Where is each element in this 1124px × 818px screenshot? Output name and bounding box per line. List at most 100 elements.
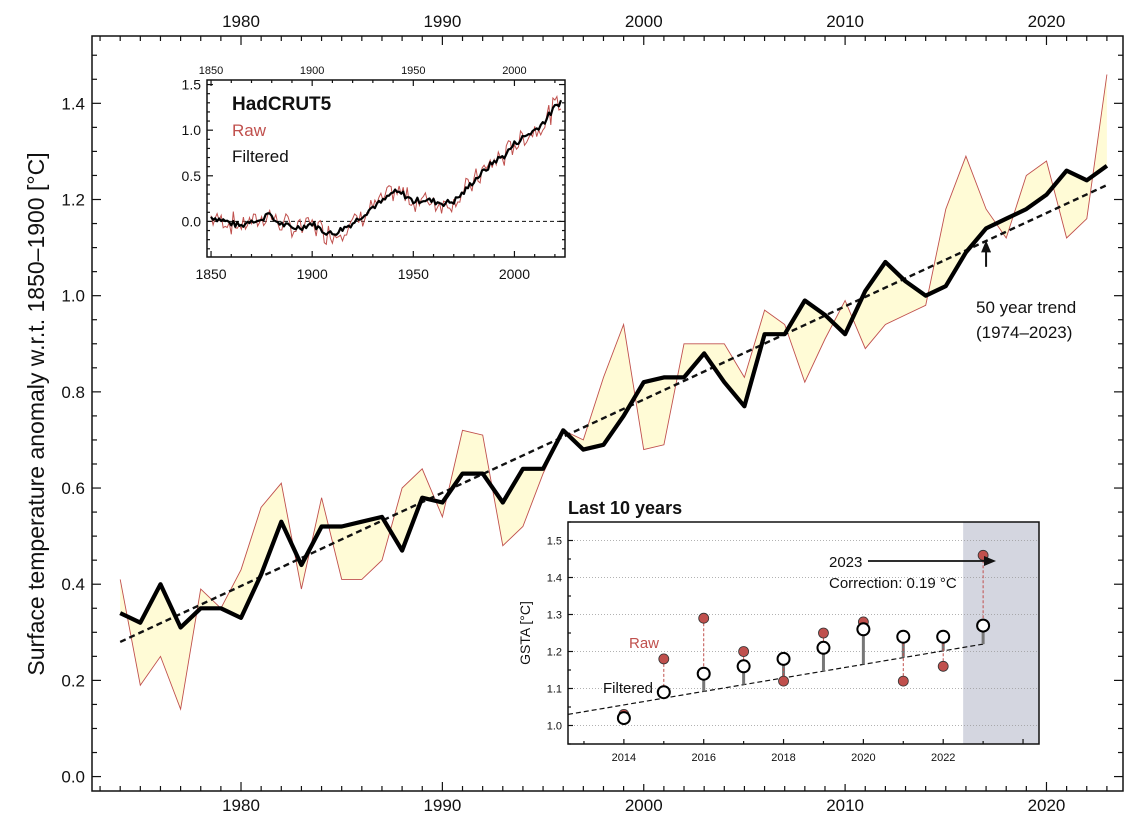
main-x-tick-label-bottom: 2000 xyxy=(625,796,663,813)
inset-last10-frame xyxy=(567,521,1040,745)
inset-hadcrut-raw-line xyxy=(210,94,562,246)
inset-hadcrut-x-tick-label-top: 1900 xyxy=(300,65,324,77)
main-y-tick-label: 1.2 xyxy=(61,191,85,210)
inset-last10-trend xyxy=(567,643,984,715)
inset-last10-y-tick-label: 1.4 xyxy=(547,573,562,585)
inset-last10-trend-line xyxy=(567,643,984,715)
main-fill-polygon xyxy=(120,74,1107,710)
main-x-tick-label-top: 1990 xyxy=(423,12,461,31)
inset-last10-x-tick-label: 2018 xyxy=(771,752,795,764)
main-trend xyxy=(119,183,1108,644)
inset-hadcrut-y-tick-label: 0.5 xyxy=(182,168,202,184)
inset-last10-filtered-point xyxy=(736,659,751,674)
inset-hadcrut-background xyxy=(207,80,565,257)
trend-annotation: 50 year trend (1974–2023) xyxy=(976,240,1076,342)
inset-hadcrut-y-tick-label: 1.0 xyxy=(182,122,202,138)
inset-hadcrut-axis-labels: 1850 1850 1900 1900 1950 1950 2000 2000 0.0 0.5 1.… xyxy=(182,65,531,282)
main-x-tick-label-bottom: 2010 xyxy=(826,796,864,813)
main-x-tick-label-top: 2010 xyxy=(826,12,864,31)
inset-last10-y-tick-label: 1.3 xyxy=(547,610,562,622)
main-x-tick-label-bottom: 2020 xyxy=(1028,796,1066,813)
trend-annotation-line2: (1974–2023) xyxy=(976,323,1072,342)
inset-last10-y-axis-label: GSTA [°C] xyxy=(517,601,533,665)
inset-last10-filtered-point xyxy=(776,651,791,666)
main-raw-line xyxy=(119,74,1108,711)
inset-hadcrut-y-tick-label: 1.5 xyxy=(182,77,202,93)
inset-last10-y-tick-label: 1.1 xyxy=(547,684,562,696)
inset-hadcrut-raw-series xyxy=(210,94,562,246)
main-plot-frame xyxy=(91,35,1124,792)
inset-last10-points xyxy=(616,549,991,726)
inset-hadcrut-title: HadCRUT5 xyxy=(232,94,332,115)
main-y-tick-label: 0.2 xyxy=(61,671,85,690)
inset-last10-filtered-point xyxy=(936,629,951,644)
inset-hadcrut-x-tick-label-bottom: 1950 xyxy=(398,266,429,282)
inset-last10-axis-labels: 1.0 1.1 1.2 1.3 1.4 1.5 2014 2016 2018 2020 2022 xyxy=(547,536,956,765)
inset-last10-x-tick-label: 2016 xyxy=(691,752,715,764)
inset-hadcrut-x-tick-label-top: 2000 xyxy=(502,65,526,77)
inset-last10-filtered-label: Filtered xyxy=(603,680,653,697)
main-y-tick-label: 1.4 xyxy=(61,94,85,113)
inset-last10-title: Last 10 years xyxy=(568,498,682,518)
inset-last10-raw-point xyxy=(698,612,710,624)
main-x-tick-label-bottom: 1980 xyxy=(222,796,260,813)
inset-last10-raw-point xyxy=(738,646,750,657)
inset-last10-raw-point xyxy=(897,675,909,687)
trend-arrowhead xyxy=(981,240,992,253)
main-trend-line xyxy=(119,183,1108,644)
inset-last10-y-tick-label: 1.5 xyxy=(547,536,562,548)
inset-last10-annotation-line1: 2023 xyxy=(829,554,862,571)
inset-last10-x-tick-label: 2014 xyxy=(612,752,636,764)
main-x-tick-label-top: 2000 xyxy=(625,12,663,31)
inset-last10-y-tick-label: 1.2 xyxy=(547,647,562,659)
inset-last10: 1.0 1.1 1.2 1.3 1.4 1.5 2014 2016 2018 2020 2022 L… xyxy=(517,490,1044,784)
trend-annotation-line1: 50 year trend xyxy=(976,298,1076,317)
inset-last10-filtered-point xyxy=(696,666,711,681)
main-y-tick-label: 0.6 xyxy=(61,479,85,498)
inset-last10-x-tick-label: 2020 xyxy=(851,752,875,764)
inset-last10-y-tick-label: 1.0 xyxy=(547,721,562,733)
main-x-tick-label-bottom: 1990 xyxy=(423,796,461,813)
inset-last10-filtered-point xyxy=(816,640,831,655)
main-x-tick-label-top: 1980 xyxy=(222,12,260,31)
main-y-axis-label: Surface temperature anomaly w.r.t. 1850–… xyxy=(23,152,49,675)
inset-hadcrut-x-tick-label-top: 1950 xyxy=(401,65,425,77)
inset-last10-grid xyxy=(568,521,1039,745)
inset-hadcrut-frame xyxy=(206,79,566,258)
inset-hadcrut-x-tick-label-bottom: 1900 xyxy=(297,266,328,282)
main-ticks xyxy=(92,36,1123,791)
inset-hadcrut-y-tick-label: 0.0 xyxy=(182,213,202,229)
inset-last10-filtered-point xyxy=(896,629,911,644)
inset-last10-annotation-line2: Correction: 0.19 °C xyxy=(829,575,957,592)
inset-last10-2023-highlight xyxy=(963,522,1039,744)
inset-hadcrut-legend-filtered: Filtered xyxy=(232,147,289,166)
inset-last10-annotation-arrowhead xyxy=(984,556,996,566)
main-y-tick-label: 0.0 xyxy=(61,768,85,787)
inset-last10-filtered-point xyxy=(976,618,991,633)
main-y-tick-label: 1.0 xyxy=(61,287,85,306)
main-raw-series xyxy=(119,74,1108,711)
inset-last10-raw-point xyxy=(778,675,789,687)
inset-hadcrut-x-tick-label-bottom: 2000 xyxy=(499,266,530,282)
inset-hadcrut-legend-raw: Raw xyxy=(232,121,267,140)
inset-hadcrut-x-tick-label-bottom: 1850 xyxy=(195,266,226,282)
inset-last10-raw-point xyxy=(818,627,829,639)
main-filtered-series xyxy=(119,164,1109,630)
inset-last10-raw-point xyxy=(937,660,949,672)
main-fill-band xyxy=(120,74,1107,710)
inset-hadcrut: 1850 1850 1900 1900 1950 1950 2000 2000 0.0 0.5 1.… xyxy=(182,65,566,282)
inset-hadcrut-filtered-line xyxy=(210,99,563,236)
main-y-tick-label: 0.4 xyxy=(61,575,85,594)
inset-hadcrut-filtered-series xyxy=(210,99,563,236)
main-x-tick-label-top: 2020 xyxy=(1028,12,1066,31)
inset-last10-filtered-point xyxy=(616,711,631,726)
inset-last10-x-tick-label: 2022 xyxy=(931,752,955,764)
inset-hadcrut-x-tick-label-top: 1850 xyxy=(199,65,223,77)
main-axis-labels: 1980 1980 1990 1990 2000 2000 2010 2010 2020 2020… xyxy=(61,12,1066,815)
inset-last10-raw-label: Raw xyxy=(629,635,659,652)
main-filtered-line xyxy=(119,164,1109,630)
main-y-tick-label: 0.8 xyxy=(61,383,85,402)
inset-last10-filtered-point xyxy=(856,622,871,637)
